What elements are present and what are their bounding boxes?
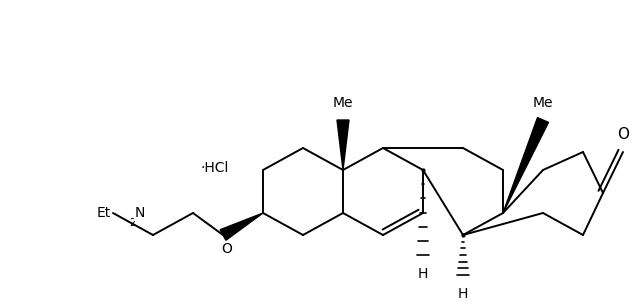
- Text: ·HCl: ·HCl: [200, 161, 228, 175]
- Text: 2: 2: [129, 218, 135, 228]
- Text: Me: Me: [532, 96, 553, 110]
- Text: H: H: [458, 287, 468, 301]
- Polygon shape: [337, 120, 349, 170]
- Text: O: O: [221, 242, 232, 256]
- Polygon shape: [503, 118, 548, 213]
- Text: O: O: [617, 127, 629, 142]
- Text: Et: Et: [97, 206, 111, 220]
- Polygon shape: [220, 213, 263, 240]
- Text: N: N: [135, 206, 145, 220]
- Text: Me: Me: [333, 96, 353, 110]
- Text: H: H: [418, 267, 428, 281]
